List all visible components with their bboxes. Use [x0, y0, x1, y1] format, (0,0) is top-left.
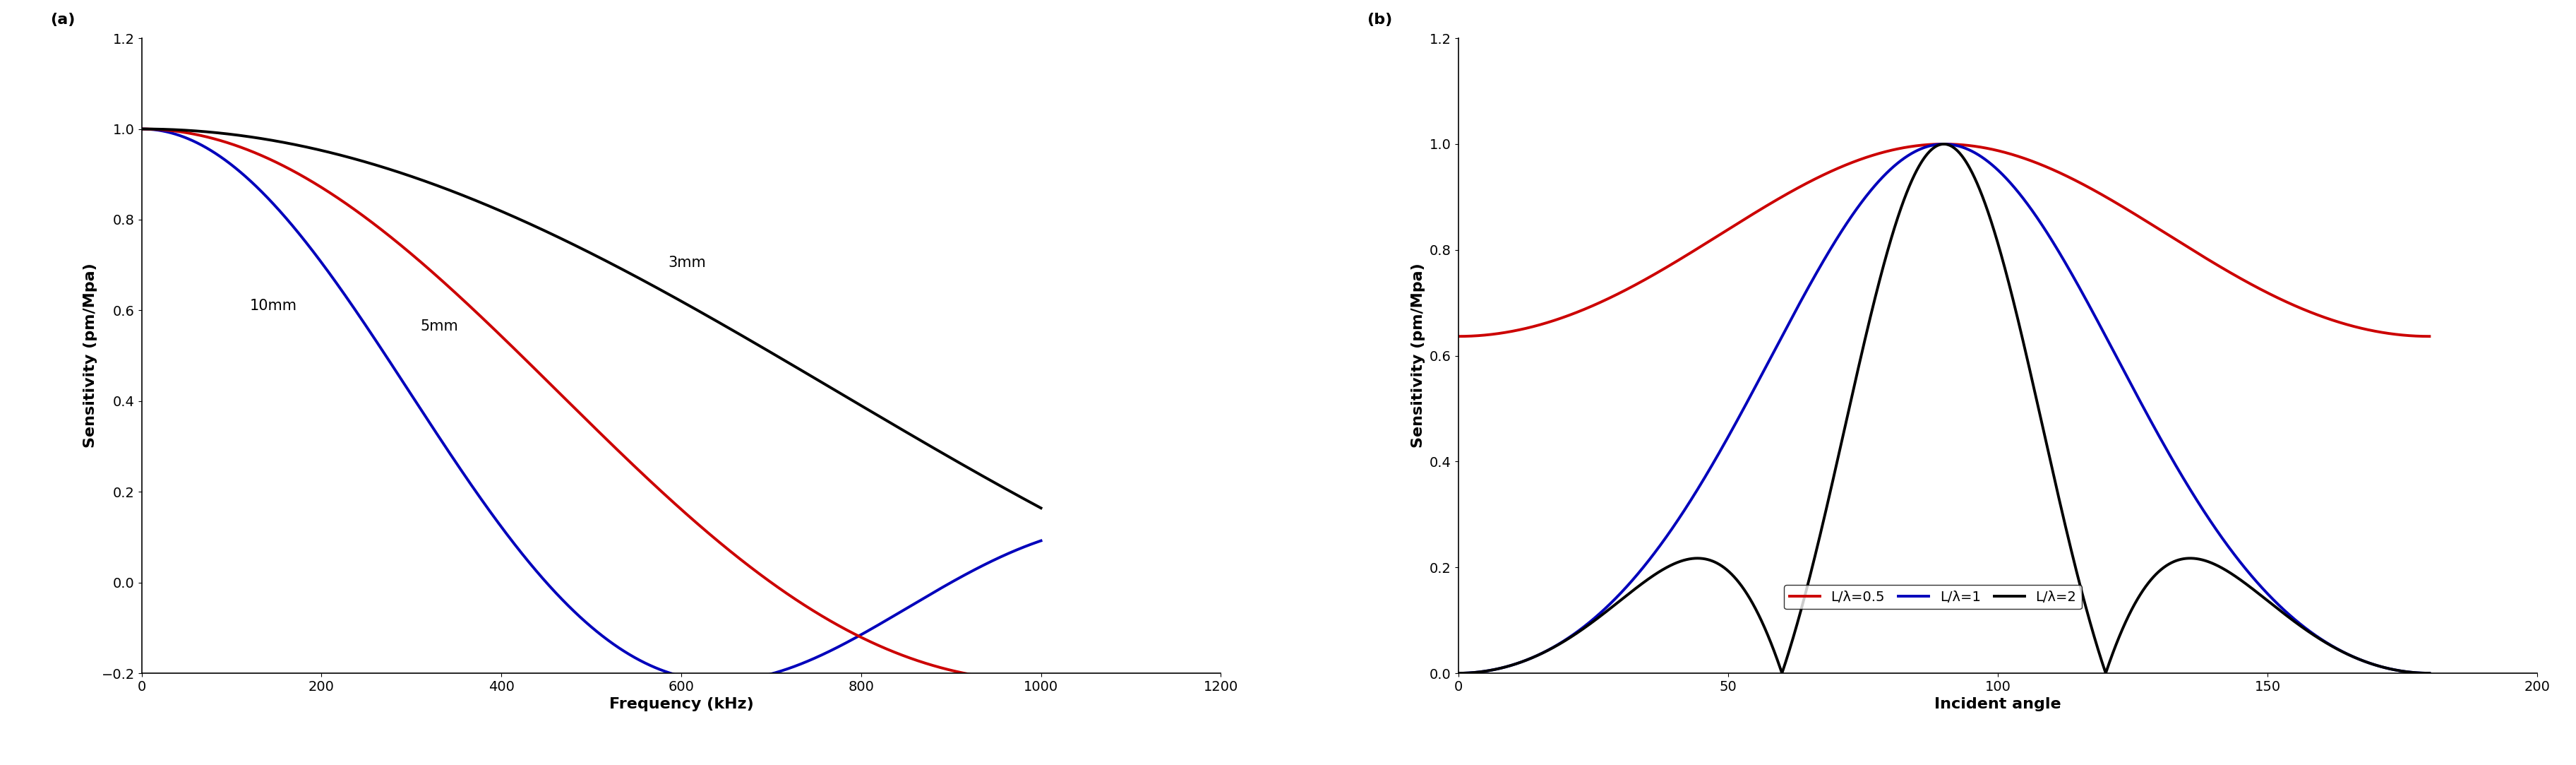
X-axis label: Frequency (kHz): Frequency (kHz) — [608, 698, 755, 711]
Text: 5mm: 5mm — [420, 320, 459, 334]
Text: (a): (a) — [49, 13, 75, 27]
Legend: L/λ=0.5, L/λ=1, L/λ=2: L/λ=0.5, L/λ=1, L/λ=2 — [1785, 584, 2081, 609]
X-axis label: Incident angle: Incident angle — [1935, 698, 2061, 711]
Y-axis label: Sensitivity (pm/Mpa): Sensitivity (pm/Mpa) — [1412, 263, 1425, 448]
Y-axis label: Sensitivity (pm/Mpa): Sensitivity (pm/Mpa) — [82, 263, 98, 448]
Text: 3mm: 3mm — [667, 256, 706, 270]
Text: (b): (b) — [1365, 13, 1391, 27]
Text: 10mm: 10mm — [250, 299, 296, 313]
